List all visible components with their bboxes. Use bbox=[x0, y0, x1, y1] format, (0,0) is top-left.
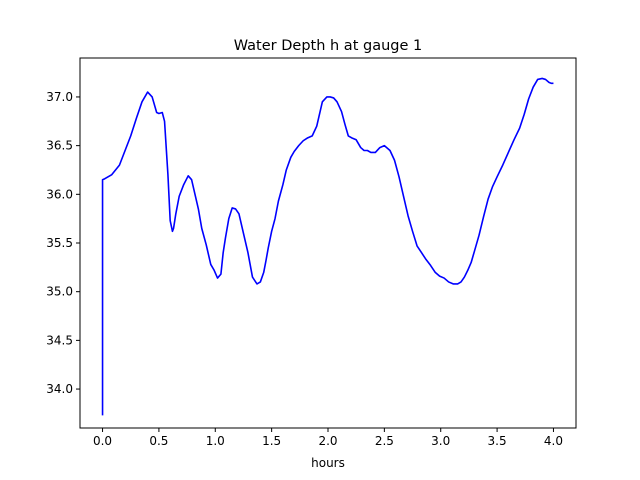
y-axis-ticks: 34.0 34.5 35.0 35.5 36.0 36.5 37.0 bbox=[46, 90, 80, 396]
series-layer bbox=[101, 77, 554, 416]
x-tick-label: 0.0 bbox=[93, 434, 112, 448]
y-tick-label: 36.5 bbox=[46, 139, 73, 153]
y-tick-label: 35.5 bbox=[46, 236, 73, 250]
plot-area-frame bbox=[79, 57, 577, 429]
y-tick-label: 34.0 bbox=[46, 382, 73, 396]
x-tick-label: 3.0 bbox=[431, 434, 450, 448]
x-tick-label: 1.0 bbox=[206, 434, 225, 448]
x-tick-label: 4.0 bbox=[544, 434, 563, 448]
y-tick-label: 34.5 bbox=[46, 333, 73, 347]
chart-title: Water Depth h at gauge 1 bbox=[234, 38, 422, 54]
x-tick-label: 0.5 bbox=[149, 434, 168, 448]
x-tick-label: 2.0 bbox=[318, 434, 337, 448]
y-tick-label: 35.0 bbox=[46, 285, 73, 299]
x-tick-label: 1.5 bbox=[262, 434, 281, 448]
y-tick-label: 37.0 bbox=[46, 90, 73, 104]
x-tick-label: 3.5 bbox=[488, 434, 507, 448]
x-axis-ticks: 0.0 0.5 1.0 1.5 2.0 2.5 3.0 3.5 4.0 bbox=[93, 428, 563, 448]
x-tick-label: 2.5 bbox=[375, 434, 394, 448]
x-axis-label: hours bbox=[311, 456, 345, 470]
series-line-0 bbox=[101, 77, 554, 416]
y-tick-label: 36.0 bbox=[46, 187, 73, 201]
